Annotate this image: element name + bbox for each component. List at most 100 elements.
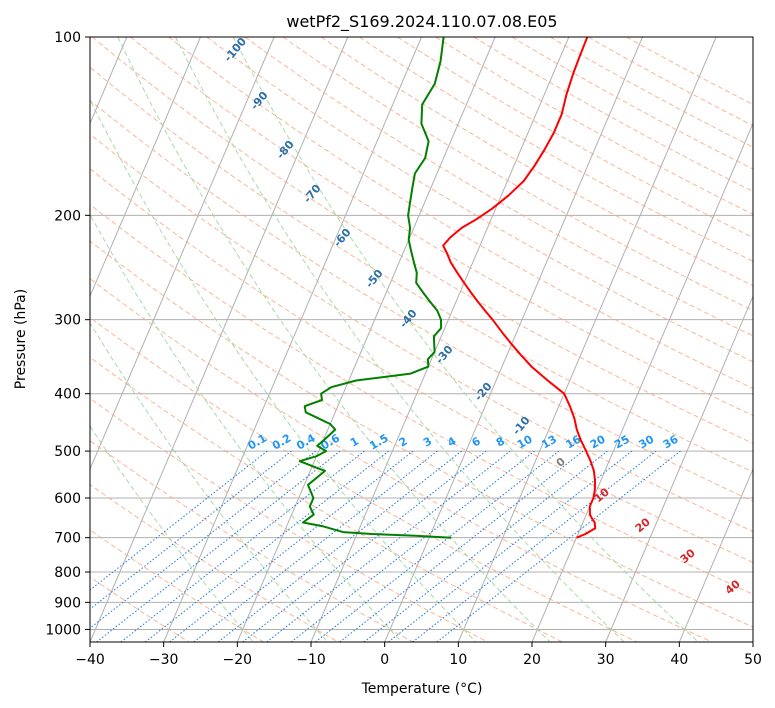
dry-adiabat-label: -80 [274,138,297,162]
moist-adiabat-line [117,37,551,642]
dry-adiabat-label: -70 [301,182,324,206]
dry-adiabat-line [90,133,753,533]
mixing-ratio-line [363,450,608,642]
dry-adiabat-line [435,37,753,215]
dry-adiabat-line [90,203,753,595]
y-tick-label: 500 [54,444,81,460]
dry-adiabat-label: -90 [248,89,271,113]
dry-adiabat-label: -20 [472,380,495,404]
dry-adiabat-line [90,66,753,473]
mixing-ratio-line [96,450,341,642]
dry-adiabat-line [90,278,712,642]
background-line-labels: 0.1 0.2 0.4 0.6 1 1.5 2 3 4 6 8 10 13 16 20 25 30 36-100-… [221,37,743,597]
mixing-ratio-label: 20 [588,432,608,451]
dry-adiabat-line [549,37,753,148]
dry-adiabat-line [90,356,563,642]
isotherm-line [531,122,753,642]
mixing-ratio-label: 0.1 [246,432,269,453]
mixing-ratio-label: 30 [636,432,656,451]
moist-adiabat-label: 20 [633,515,653,535]
x-tick-label: −30 [149,652,179,668]
dry-adiabat-line [90,168,753,563]
mixing-ratio-label: 1.5 [367,432,390,453]
dry-adiabat-line [359,37,753,262]
y-tick-label: 700 [54,531,81,547]
isotherm-line [752,640,753,642]
mixing-ratio-line [436,450,681,642]
dry-adiabat-label: -60 [331,226,354,250]
moist-adiabat-label: 40 [723,577,743,597]
mixing-ratio-label: 4 [445,434,458,449]
mixing-ratio-line [144,450,389,642]
isotherm-line [678,467,753,642]
mixing-ratio-line [242,450,487,642]
x-tick-label: −10 [296,652,326,668]
mixing-ratio-label: 2 [397,435,410,450]
mixing-ratio-line [266,450,511,642]
chart-title: wetPf2_S169.2024.110.07.08.E05 [286,12,557,32]
dry-adiabat-line [90,240,753,628]
mixing-ratio-label: 13 [539,433,559,452]
dry-adiabat-line [90,529,264,642]
mixing-ratio-line [290,450,535,642]
mixing-ratio-line [315,450,560,642]
moist-adiabat-label: 0 [554,455,568,470]
dry-adiabat-line [473,37,753,193]
dry-adiabat-line [90,99,753,502]
dry-adiabat-line [397,37,753,239]
moist-adiabat-line [90,425,254,642]
plot-frame [89,36,754,643]
background-lines [0,37,753,642]
x-tick-label: 50 [744,652,762,668]
y-tick-label: 800 [54,565,81,581]
dry-adiabat-label: -30 [433,343,456,367]
moist-adiabat-line [90,213,403,642]
moist-adiabat-line [175,37,625,642]
y-tick-label: 600 [54,491,81,507]
y-tick-label: 200 [54,208,81,224]
y-axis-title: Pressure (hPa) [13,289,29,389]
y-tick-label: 300 [54,313,81,329]
x-tick-label: 40 [670,652,688,668]
mixing-ratio-line [193,450,438,642]
isotherm-line [457,37,717,642]
dry-adiabat-line [90,483,339,642]
mixing-ratio-line [120,450,365,642]
mixing-ratio-label: 0.4 [294,431,318,452]
profile-series-line [298,37,452,539]
profile-lines [298,37,597,539]
moist-adiabat-line [90,98,477,642]
x-tick-label: 0 [380,652,389,668]
dry-adiabat-line [91,37,753,445]
moist-adiabat-label: 30 [678,546,698,566]
axis-ticks: −40 −30 −20 −10 0 10 20 30 40 5010020030040050060… [45,30,762,668]
mixing-ratio-label: 0.2 [270,432,293,453]
dry-adiabat-line [588,37,753,127]
y-tick-label: 900 [54,595,81,611]
dry-adiabat-line [130,37,753,417]
mixing-ratio-line [90,450,268,591]
mixing-ratio-line [90,450,292,610]
dry-adiabat-line [206,37,753,363]
mixing-ratio-line [217,450,462,642]
y-tick-label: 1000 [45,622,81,638]
moist-adiabat-line [90,321,328,642]
mixing-ratio-label: 6 [470,434,483,449]
mixing-ratio-line [339,450,584,642]
x-axis-title: Temperature (°C) [361,681,483,697]
x-tick-label: 30 [597,652,615,668]
background-curve-line [0,37,1,642]
mixing-ratio-line [169,450,414,642]
mixing-ratio-label: 25 [612,433,632,452]
mixing-ratio-label: 36 [661,432,681,451]
dry-adiabat-line [320,37,753,287]
x-tick-label: 10 [449,652,467,668]
dry-adiabat-line [168,37,753,389]
x-tick-label: 20 [523,652,541,668]
dry-adiabat-line [511,37,753,170]
y-tick-label: 100 [54,30,81,46]
isotherm-line [236,37,496,642]
x-tick-label: −40 [75,652,105,668]
dry-adiabat-label: -10 [510,414,533,438]
